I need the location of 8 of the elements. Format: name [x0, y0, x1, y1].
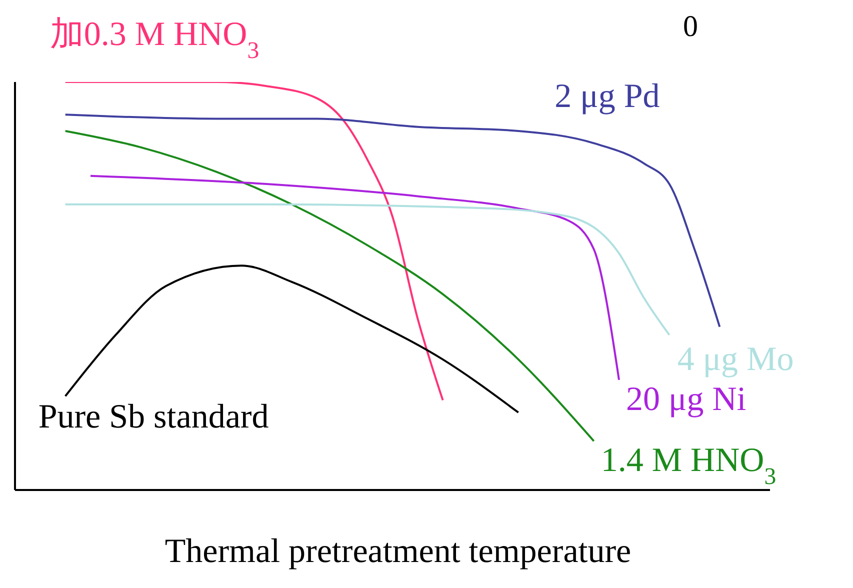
- series-label: 2 μg Pd: [554, 78, 660, 115]
- series-label: 1.4 M HNO$_{3}$: [600, 442, 776, 490]
- series-label: 4 μg Mo: [677, 340, 794, 378]
- series-label: Pure Sb standard: [38, 398, 269, 436]
- text: 0: [683, 10, 698, 44]
- x-axis-title: Thermal pretreatment temperature: [164, 533, 632, 571]
- series-label: 加0.3 M HNO$_{3}$: [50, 16, 260, 64]
- series-label: 20 μg Ni: [626, 380, 746, 418]
